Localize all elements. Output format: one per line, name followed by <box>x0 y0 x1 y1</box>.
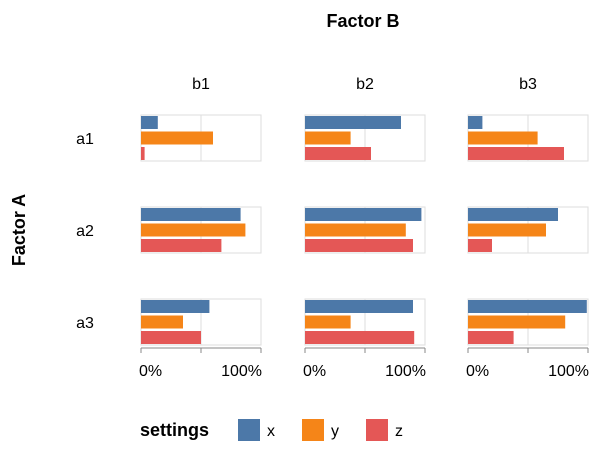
bar-a1-b1-y <box>141 131 213 145</box>
bar-a2-b3-x <box>468 208 558 221</box>
bar-a1-b1-z <box>141 147 145 160</box>
bar-a3-b1-y <box>141 315 183 329</box>
row-label-a2: a2 <box>76 223 94 240</box>
chart-title: Factor B <box>326 11 399 31</box>
bar-a1-b2-y <box>305 131 351 145</box>
column-header-b1: b1 <box>192 76 210 93</box>
bar-a2-b1-y <box>141 223 246 237</box>
bar-a3-b2-z <box>305 331 415 344</box>
bar-a1-b2-x <box>305 116 401 129</box>
bar-a2-b2-x <box>305 208 422 221</box>
bar-a3-b2-y <box>305 315 351 329</box>
x-tick-label-b3-1: 100% <box>548 363 589 380</box>
legend: settings x y z <box>140 419 403 441</box>
legend-swatch-y <box>302 419 324 441</box>
column-header-b2: b2 <box>356 76 374 93</box>
bar-a3-b3-x <box>468 300 587 313</box>
legend-swatch-x <box>238 419 260 441</box>
bar-a1-b2-z <box>305 147 371 160</box>
bar-a2-b1-x <box>141 208 241 221</box>
x-tick-label-b2-1: 100% <box>385 363 426 380</box>
bar-a1-b3-y <box>468 131 538 145</box>
column-header-b3: b3 <box>519 76 537 93</box>
bar-a1-b1-x <box>141 116 158 129</box>
x-tick-label-b1-1: 100% <box>221 363 262 380</box>
bar-a3-b3-z <box>468 331 514 344</box>
row-label-a1: a1 <box>76 131 94 148</box>
facet-grid: b1 b2 b3 a1 a2 a3 0% 100% 0% 100% 0% 100% <box>76 76 589 380</box>
bar-a3-b1-x <box>141 300 210 313</box>
bar-a2-b2-y <box>305 223 406 237</box>
x-tick-label-b3-0: 0% <box>466 363 489 380</box>
bar-a3-b3-y <box>468 315 566 329</box>
bar-a3-b1-z <box>141 331 201 344</box>
x-tick-label-b2-0: 0% <box>303 363 326 380</box>
legend-title: settings <box>140 420 209 440</box>
legend-label-x: x <box>267 423 275 440</box>
legend-swatch-z <box>366 419 388 441</box>
bar-a2-b3-y <box>468 223 546 237</box>
row-axis-title: Factor A <box>9 194 29 266</box>
legend-label-y: y <box>331 423 339 440</box>
legend-label-z: z <box>395 423 403 440</box>
x-tick-label-b1-0: 0% <box>139 363 162 380</box>
bar-a1-b3-x <box>468 116 483 129</box>
bar-a3-b2-x <box>305 300 413 313</box>
bar-a1-b3-z <box>468 147 564 160</box>
bar-a2-b2-z <box>305 239 413 252</box>
bar-a2-b3-z <box>468 239 492 252</box>
row-label-a3: a3 <box>76 315 94 332</box>
bar-a2-b1-z <box>141 239 222 252</box>
